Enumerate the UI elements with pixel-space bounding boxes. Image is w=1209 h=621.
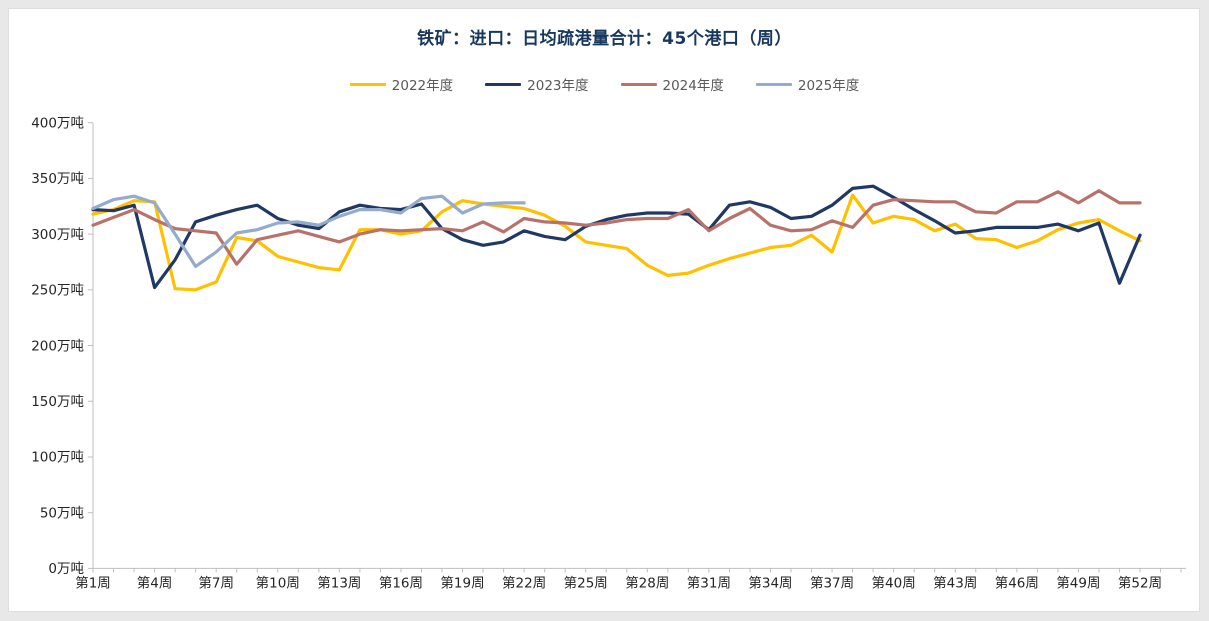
legend-item-2022: 2022年度 (349, 74, 454, 94)
legend-item-2024: 2024年度 (620, 74, 724, 94)
legend-label-2024: 2024年度 (662, 78, 724, 94)
legend-item-2025: 2025年度 (755, 74, 860, 94)
legend-label-2022: 2022年度 (391, 78, 454, 94)
legend-swatch-2025 (755, 82, 792, 86)
chart-title: 铁矿：进口：日均疏港量合计：45个港口（周） (417, 29, 792, 49)
legend-swatch-2022 (349, 82, 386, 86)
legend-swatch-2023 (485, 82, 522, 86)
legend-item-2023: 2023年度 (485, 74, 589, 94)
legend-swatch-2024 (620, 82, 657, 86)
chart-card (8, 8, 1200, 612)
legend-label-2023: 2023年度 (527, 78, 589, 94)
legend-label-2025: 2025年度 (797, 78, 860, 94)
chart-legend: 2022年度 2023年度 2024年度 2025年度 (0, 74, 1209, 94)
